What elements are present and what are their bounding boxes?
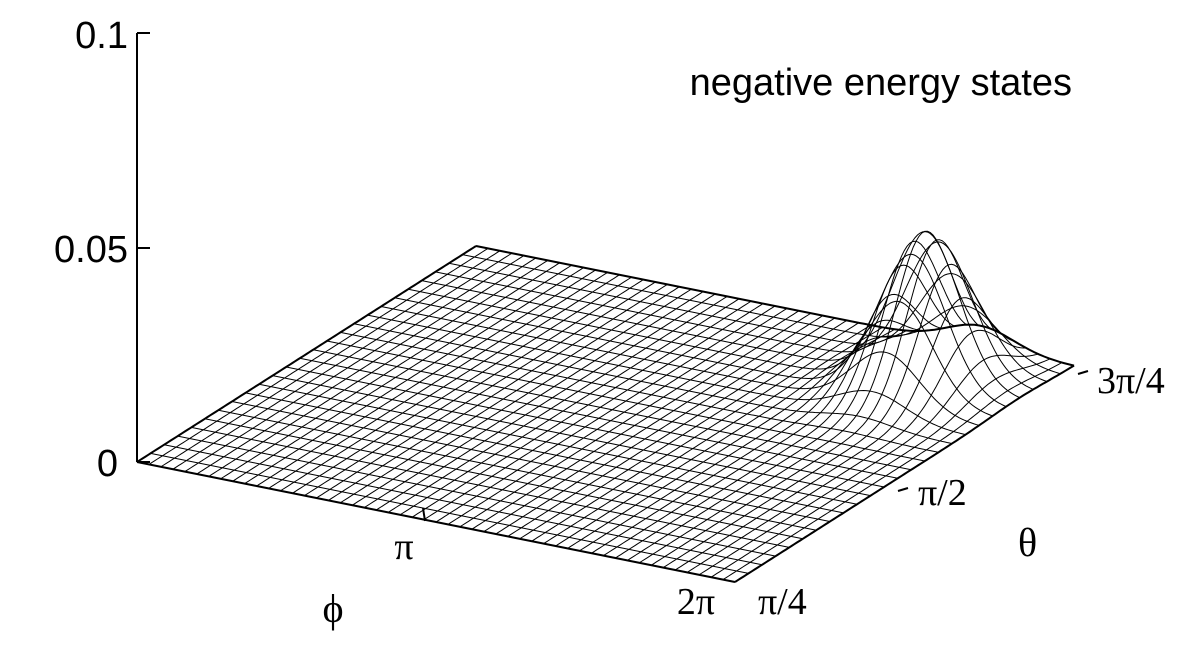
mesh-line-phi <box>615 264 955 559</box>
mesh-line-phi <box>196 257 537 475</box>
mesh-line-phi <box>710 358 1051 578</box>
mesh-line-theta <box>381 306 980 426</box>
mesh-line-theta <box>286 366 885 488</box>
mesh-line-theta <box>326 340 925 462</box>
mesh-line-phi <box>244 267 584 485</box>
mesh-line-phi <box>627 240 967 561</box>
mesh-line-phi <box>232 264 572 482</box>
theta-axis-label: θ <box>1018 520 1037 565</box>
mesh-line-phi <box>698 353 1039 576</box>
mesh-line-phi <box>160 250 501 468</box>
mesh-line-phi <box>483 315 824 533</box>
mesh-line-phi <box>304 279 644 497</box>
mesh-line-theta <box>421 231 1021 399</box>
mesh-line-phi <box>208 259 549 477</box>
mesh-line-phi <box>340 286 680 504</box>
mesh-line-phi <box>352 288 692 506</box>
theta-tick-label-pi-2: π/2 <box>918 472 967 514</box>
mesh-line-theta <box>177 435 776 557</box>
mesh-line-phi <box>256 269 596 487</box>
mesh-line-phi <box>459 310 800 528</box>
mesh-line-phi <box>268 271 608 489</box>
z-tick-label-0: 0 <box>97 443 118 485</box>
axes <box>136 32 1089 522</box>
mesh-line-phi <box>184 255 525 473</box>
annotation-text: negative energy states <box>690 62 1072 104</box>
mesh-line-phi <box>579 330 919 552</box>
mesh-line-phi <box>591 319 931 554</box>
mesh-line-theta <box>394 297 993 417</box>
phi-tick-label-pi: π <box>394 526 413 568</box>
mesh-line-phi <box>686 329 1027 573</box>
surface-border <box>136 245 477 463</box>
theta-tick-label-pi-4: π/4 <box>758 581 807 623</box>
mesh-line-phi <box>363 291 704 509</box>
mesh-line-phi <box>172 252 513 470</box>
mesh-line-phi <box>411 300 752 518</box>
mesh-line-phi <box>507 319 848 537</box>
mesh-line-phi <box>447 307 788 525</box>
mesh-line-phi <box>435 305 776 523</box>
surface-border <box>136 461 736 583</box>
mesh-line-phi <box>375 293 716 511</box>
mesh-line-theta <box>231 401 830 522</box>
z-tick-label-0.1: 0.1 <box>75 15 128 57</box>
mesh-line-phi <box>555 328 895 547</box>
mesh-line-phi <box>519 322 859 540</box>
mesh-line-phi <box>662 263 1003 569</box>
surface-border <box>475 245 1075 367</box>
surface-border <box>734 364 1075 583</box>
mesh-line-phi <box>280 274 620 492</box>
mesh-line-theta <box>448 262 1048 382</box>
mesh-line-theta <box>435 241 1034 390</box>
mesh-line-phi <box>567 330 907 549</box>
mesh-line-theta <box>204 418 803 540</box>
mesh-line-phi <box>471 312 812 530</box>
mesh-line-phi <box>316 281 656 499</box>
mesh-line-theta <box>340 331 939 453</box>
mesh-line-theta <box>367 314 966 436</box>
mesh-line-theta <box>408 253 1007 408</box>
theta-tick-pi-half <box>897 487 909 492</box>
mesh-line-phi <box>495 317 836 535</box>
mesh-line-phi <box>603 293 943 557</box>
mesh-line-theta <box>191 426 790 548</box>
mesh-line-theta <box>462 254 1061 375</box>
mesh-line-theta <box>258 383 858 505</box>
mesh-line-phi <box>674 297 1015 571</box>
mesh-line-phi <box>220 262 560 480</box>
mesh-line-phi <box>543 326 883 545</box>
mesh-line-theta <box>164 444 763 566</box>
mesh-line-theta <box>218 409 817 531</box>
mesh-line-phi <box>531 324 871 542</box>
mesh-line-phi <box>639 230 979 564</box>
mesh-line-phi <box>292 276 632 494</box>
mesh-line-theta <box>299 357 898 479</box>
mesh-line-theta <box>150 452 749 574</box>
mesh-line-phi <box>399 298 740 516</box>
surface-mesh <box>136 230 1075 583</box>
mesh-line-phi <box>328 283 668 501</box>
theta-tick-label-3pi-4: 3π/4 <box>1097 360 1165 402</box>
mesh-line-theta <box>313 349 912 471</box>
mesh-line-theta <box>353 323 953 445</box>
mesh-line-theta <box>272 375 871 497</box>
phi-tick-pi <box>422 507 426 522</box>
mesh-line-phi <box>651 239 991 566</box>
mesh-line-phi <box>148 247 489 465</box>
phi-tick-label-2pi: 2π <box>677 581 715 623</box>
mesh-line-phi <box>423 303 764 521</box>
mesh-line-phi <box>722 362 1063 581</box>
theta-tick-3pi-4 <box>1077 370 1089 375</box>
mesh-line-theta <box>245 392 844 514</box>
z-tick-label-0.05: 0.05 <box>54 229 128 271</box>
phi-axis-label: ϕ <box>322 586 343 631</box>
mesh-line-phi <box>387 295 728 513</box>
